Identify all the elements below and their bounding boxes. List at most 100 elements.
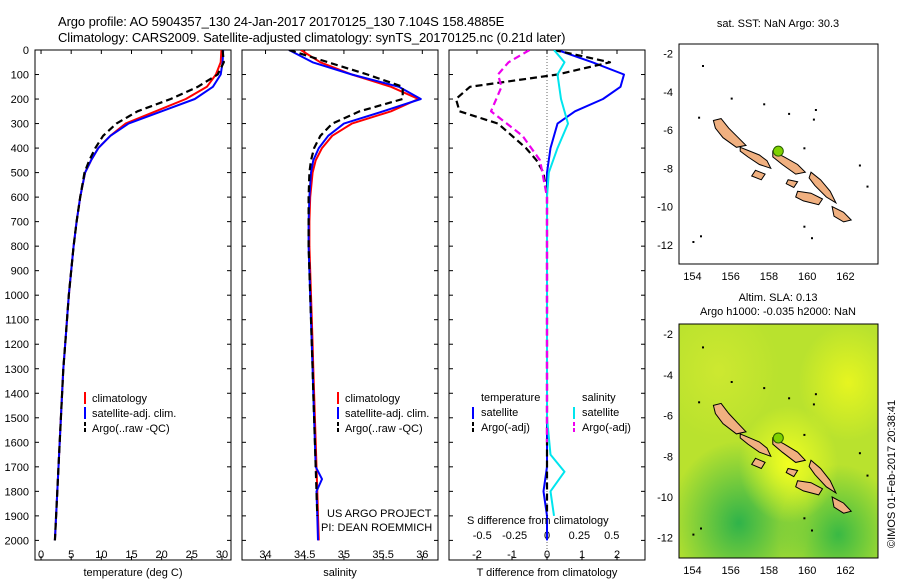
island-shape xyxy=(795,480,824,496)
latitude-tick-label: -12 xyxy=(657,533,673,545)
depth-tick-label: 900 xyxy=(11,266,29,278)
islet-speck xyxy=(692,241,695,243)
legend-climatology-label: climatology xyxy=(345,393,401,405)
depth-tick-label: 300 xyxy=(11,119,29,131)
longitude-tick-label: 158 xyxy=(760,565,778,577)
island-shape xyxy=(750,169,766,181)
depth-tick-label: 600 xyxy=(11,192,29,204)
latitude-tick-label: -4 xyxy=(663,370,673,382)
x-tick-label: 0 xyxy=(38,549,44,561)
island-shape xyxy=(772,150,807,175)
latitude-tick-label: -8 xyxy=(663,451,673,463)
islet-speck xyxy=(803,225,806,228)
longitude-tick-label: 162 xyxy=(836,271,854,283)
salinity-legend: climatology satellite-adj. clim. Argo(..… xyxy=(337,392,429,435)
islet-speck xyxy=(811,529,813,532)
islet-speck xyxy=(788,112,791,115)
legend-satellite-label: satellite-adj. clim. xyxy=(345,408,429,420)
island-shape xyxy=(712,118,748,148)
x-tick-label: 35.5 xyxy=(372,549,393,561)
islet-speck xyxy=(698,116,701,119)
islet-speck xyxy=(858,452,861,455)
sla-map-frame xyxy=(678,323,879,559)
latitude-tick-label: -12 xyxy=(657,240,673,252)
series-line-argo-raw-qc- xyxy=(53,50,225,541)
islet-speck xyxy=(803,517,806,520)
temperature-legend: climatology satellite-adj. clim. Argo(..… xyxy=(84,392,176,435)
latitude-tick-label: -10 xyxy=(657,492,673,504)
legend-satellite-label: satellite-adj. clim. xyxy=(92,408,176,420)
longitude-tick-label: 154 xyxy=(683,565,701,577)
s-diff-tick-label: 0.5 xyxy=(604,530,619,542)
sst-map-title: sat. SST: NaN Argo: 30.3 xyxy=(717,18,839,30)
s-diff-tick-label: 0.25 xyxy=(569,530,590,542)
x-tick-label: 34.5 xyxy=(294,549,315,561)
latitude-tick-label: -2 xyxy=(663,49,673,61)
project-annotation: US ARGO PROJECT xyxy=(327,508,432,520)
legend-s-satellite-label: satellite xyxy=(582,407,619,419)
islet-speck xyxy=(814,109,817,111)
island-shape xyxy=(712,402,747,435)
island-shape xyxy=(785,467,799,478)
island-shape xyxy=(739,146,772,170)
x-tick-label: 20 xyxy=(156,549,168,561)
island-shape xyxy=(808,171,838,205)
x-tick-label: 30 xyxy=(216,549,228,561)
solomon-islands-coastline xyxy=(692,65,869,243)
x-tick-label: 5 xyxy=(68,549,74,561)
series-group xyxy=(288,50,422,541)
islet-speck xyxy=(702,346,704,349)
sst-map-body xyxy=(679,44,878,264)
depth-tick-label: 700 xyxy=(11,217,29,229)
islet-speck xyxy=(803,433,806,436)
depth-tick-label: 200 xyxy=(11,94,29,106)
temperature-axis-label: temperature (deg C) xyxy=(83,567,182,579)
islet-speck xyxy=(692,533,695,536)
island-shape xyxy=(772,437,807,463)
temperature-plot-frame xyxy=(34,49,232,561)
latitude-tick-label: -8 xyxy=(663,163,673,175)
salinity-plot-frame xyxy=(241,49,439,561)
islet-speck xyxy=(700,527,702,530)
longitude-tick-label: 156 xyxy=(721,271,739,283)
depth-tick-label: 1200 xyxy=(5,339,29,351)
legend-climatology-label: climatology xyxy=(92,393,148,405)
sla-map-title: Altim. SLA: 0.13 xyxy=(739,292,818,304)
series-line-climatology xyxy=(53,50,223,541)
longitude-tick-label: 160 xyxy=(798,565,816,577)
depth-tick-label: 1800 xyxy=(5,486,29,498)
islet-speck xyxy=(700,235,702,238)
latitude-tick-label: -4 xyxy=(663,87,673,99)
longitude-tick-label: 156 xyxy=(721,565,739,577)
islet-speck xyxy=(803,147,806,150)
island-shape xyxy=(808,459,838,495)
figure-title-line2: Climatology: CARS2009. Satellite-adjuste… xyxy=(58,30,566,45)
island-shape xyxy=(831,205,853,223)
x-tick-label: 15 xyxy=(125,549,137,561)
pi-annotation: PI: DEAN ROEMMICH xyxy=(321,522,432,534)
difference-legend: temperature satellite Argo(-adj) salinit… xyxy=(472,392,631,434)
series-line-climatology xyxy=(300,50,420,541)
depth-tick-label: 1300 xyxy=(5,364,29,376)
depth-tick-label: 1900 xyxy=(5,511,29,523)
salinity-axis-label: salinity xyxy=(323,567,357,579)
islet-speck xyxy=(702,65,704,67)
series-line-salinity-satellite xyxy=(546,50,569,517)
longitude-tick-label: 160 xyxy=(798,271,816,283)
island-shape xyxy=(831,496,853,514)
latitude-tick-label: -6 xyxy=(663,411,673,423)
t-difference-axis-label: T difference from climatology xyxy=(477,567,618,579)
islet-speck xyxy=(858,164,861,167)
legend-t-argo-label: Argo(-adj) xyxy=(481,422,530,434)
series-line-temperature-argo-adj- xyxy=(454,50,612,516)
depth-tick-label: 100 xyxy=(11,70,29,82)
islet-speck xyxy=(698,401,701,404)
x-tick-label: 35 xyxy=(338,549,350,561)
legend-s-argo-label: Argo(-adj) xyxy=(582,422,631,434)
islet-speck xyxy=(763,103,766,106)
island-shape xyxy=(750,457,766,470)
argo-position-marker xyxy=(772,145,784,157)
island-shape xyxy=(785,179,799,189)
legend-temperature-heading: temperature xyxy=(481,392,540,404)
